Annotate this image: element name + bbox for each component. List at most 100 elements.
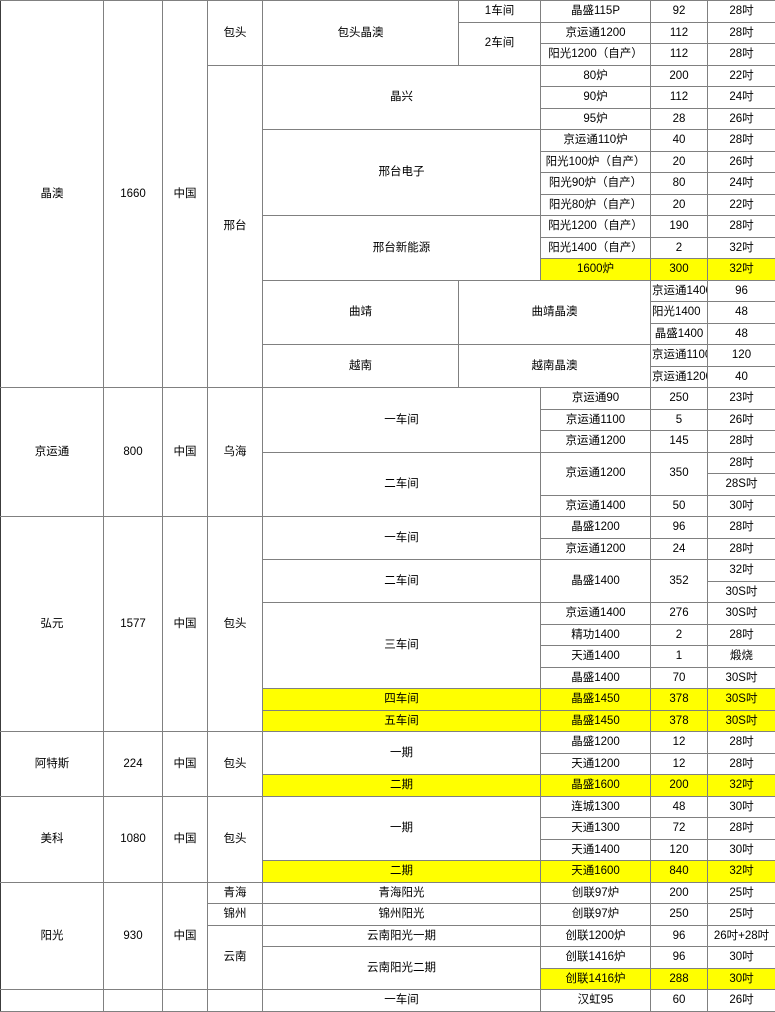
cell-model: 创联1416炉 <box>541 968 651 990</box>
cell-model: 京运通1400 <box>541 495 651 517</box>
cell-size: 25吋 <box>708 904 775 926</box>
cell-model: 晶盛1400 <box>541 667 651 689</box>
cell-model: 京运通110炉 <box>541 130 651 152</box>
cell-workshop: 三车间 <box>263 603 541 689</box>
cell-workshop: 二期 <box>263 861 541 883</box>
cell-workshop: 二车间 <box>263 452 541 517</box>
cell-country: 中国 <box>163 388 208 517</box>
cell-qty: 96 <box>651 947 708 969</box>
cell-size: 30吋 <box>708 947 775 969</box>
cell-model: 晶盛1200 <box>541 732 651 754</box>
cell-qty: 24 <box>651 538 708 560</box>
table-row[interactable]: 晶澳 1660 中国 包头 包头晶澳 1车间 晶盛115P 92 28吋 <box>1 1 775 23</box>
cell-base: 曲靖 <box>263 280 459 345</box>
cell-capacity: 1080 <box>104 796 163 882</box>
cell-qty: 96 <box>651 517 708 539</box>
cell-company: 阳光 <box>1 882 104 990</box>
cell-model: 阳光1400（自产） <box>541 237 651 259</box>
cell-model: 晶盛1400 <box>541 560 651 603</box>
cell-qty: 80 <box>651 173 708 195</box>
cell-size: 28吋 <box>708 431 775 453</box>
cell-capacity: 800 <box>104 388 163 517</box>
cell-size: 26吋 <box>708 409 775 431</box>
cell-size: 32吋 <box>708 560 775 582</box>
cell-qty: 145 <box>651 431 708 453</box>
cell-qty: 1 <box>651 646 708 668</box>
cell-base: 包头 <box>208 796 263 882</box>
cell-size: 25吋 <box>708 882 775 904</box>
cell-company: 阿特斯 <box>1 732 104 797</box>
cell-size: 24吋 <box>708 173 775 195</box>
cell-workshop: 一车间 <box>263 388 541 453</box>
cell-workshop: 四车间 <box>263 689 541 711</box>
cell-qty: 96 <box>708 280 775 302</box>
cell-qty: 48 <box>708 302 775 324</box>
cell-model: 天通1600 <box>541 861 651 883</box>
cell-model: 精功1400 <box>541 624 651 646</box>
cell-workshop: 二期 <box>263 775 541 797</box>
cell-size: 28吋 <box>708 452 775 474</box>
cell-model: 京运通1100 <box>541 409 651 431</box>
cell-workshop: 一车间 <box>263 990 541 1012</box>
cell-qty: 5 <box>651 409 708 431</box>
cell-size: 30S吋 <box>708 603 775 625</box>
cell-model: 90炉 <box>541 87 651 109</box>
cell-size: 32吋 <box>708 259 775 281</box>
cell-model: 连城1300 <box>541 796 651 818</box>
cell-workshop: 1车间 <box>459 1 541 23</box>
cell-capacity: 930 <box>104 882 163 990</box>
cell-base: 包头 <box>208 732 263 797</box>
table-row[interactable]: 美科 1080 中国 包头 一期 连城1300 48 30吋 <box>1 796 775 818</box>
cell-country: 中国 <box>163 1 208 388</box>
cell-model: 阳光100炉（自产） <box>541 151 651 173</box>
cell-qty: 276 <box>651 603 708 625</box>
cell-size: 28吋 <box>708 753 775 775</box>
cell-qty: 378 <box>651 710 708 732</box>
cell-size: 30吋 <box>708 839 775 861</box>
cell-size: 28吋 <box>708 624 775 646</box>
cell-model: 阳光1200（自产） <box>541 216 651 238</box>
cell-size: 28吋 <box>708 538 775 560</box>
cell-base <box>208 990 263 1012</box>
cell-size: 28吋 <box>708 216 775 238</box>
cell-capacity <box>104 990 163 1012</box>
cell-country <box>163 990 208 1012</box>
cell-size: 28吋 <box>708 44 775 66</box>
cell-plant: 锦州阳光 <box>263 904 541 926</box>
cell-model: 1600炉 <box>541 259 651 281</box>
cell-qty: 28 <box>651 108 708 130</box>
cell-model: 京运通1200 <box>541 538 651 560</box>
cell-workshop: 一期 <box>263 732 541 775</box>
cell-base: 包头 <box>208 517 263 732</box>
cell-size: 30吋 <box>708 796 775 818</box>
cell-model: 京运通1200 <box>651 366 708 388</box>
cell-base: 包头 <box>208 1 263 66</box>
cell-plant: 云南阳光一期 <box>263 925 541 947</box>
cell-company: 弘元 <box>1 517 104 732</box>
cell-qty: 48 <box>708 323 775 345</box>
cell-capacity: 1577 <box>104 517 163 732</box>
table-row[interactable]: 一车间 汉虹95 60 26吋 <box>1 990 775 1012</box>
table-row[interactable]: 京运通 800 中国 乌海 一车间 京运通90 250 23吋 <box>1 388 775 410</box>
cell-plant: 曲靖晶澳 <box>459 280 651 345</box>
table-row[interactable]: 弘元 1577 中国 包头 一车间 晶盛1200 96 28吋 <box>1 517 775 539</box>
cell-country: 中国 <box>163 517 208 732</box>
cell-size: 28吋 <box>708 1 775 23</box>
cell-plant: 青海阳光 <box>263 882 541 904</box>
cell-qty: 96 <box>651 925 708 947</box>
table-row[interactable]: 阳光 930 中国 青海 青海阳光 创联97炉 200 25吋 <box>1 882 775 904</box>
cell-qty: 200 <box>651 65 708 87</box>
cell-model: 晶盛1200 <box>541 517 651 539</box>
cell-size: 28吋 <box>708 130 775 152</box>
cell-qty: 20 <box>651 151 708 173</box>
cell-base: 青海 <box>208 882 263 904</box>
table-row[interactable]: 阿特斯 224 中国 包头 一期 晶盛1200 12 28吋 <box>1 732 775 754</box>
cell-qty: 60 <box>651 990 708 1012</box>
cell-model: 阳光1200（自产） <box>541 44 651 66</box>
cell-company: 晶澳 <box>1 1 104 388</box>
cell-qty: 352 <box>651 560 708 603</box>
cell-size: 32吋 <box>708 237 775 259</box>
cell-base: 锦州 <box>208 904 263 926</box>
